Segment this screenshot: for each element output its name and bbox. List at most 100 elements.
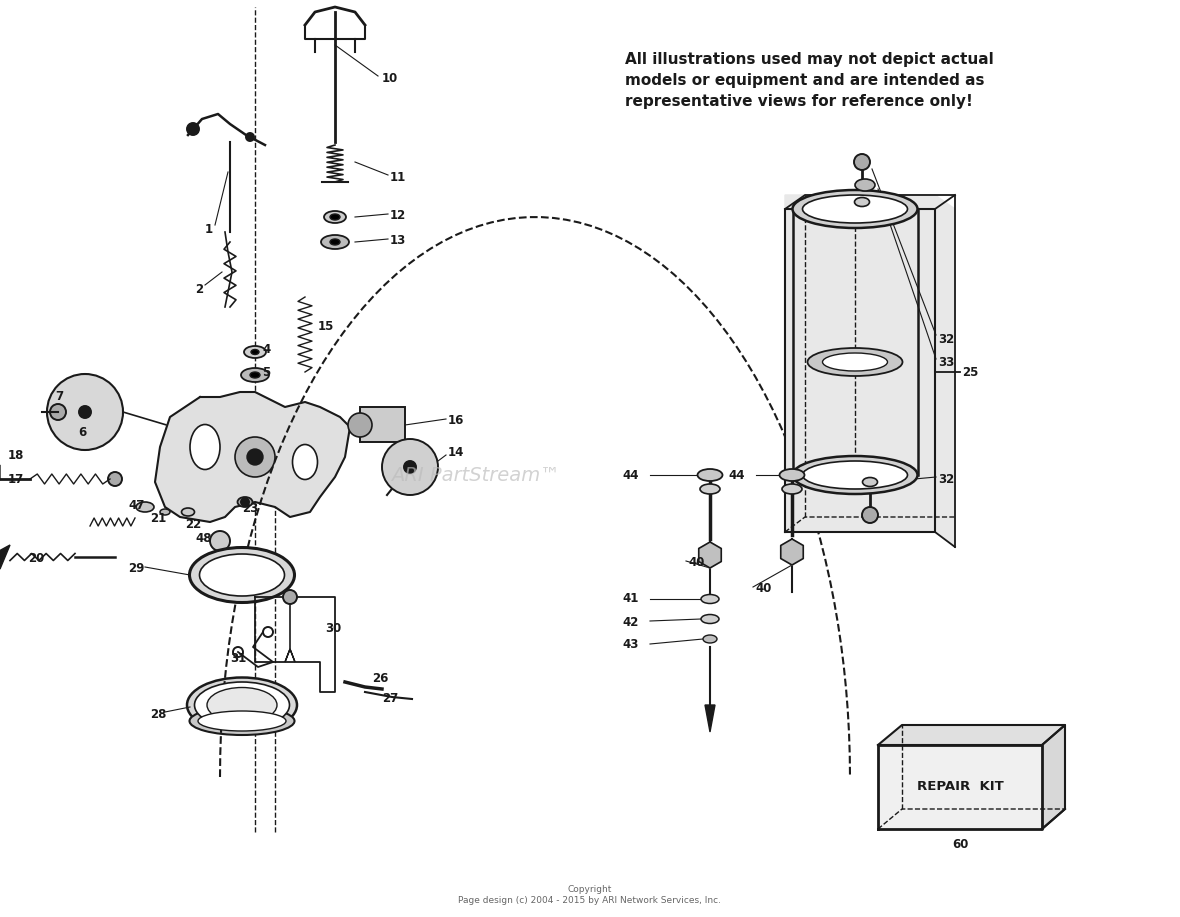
Text: 27: 27 xyxy=(382,692,398,705)
Text: 60: 60 xyxy=(952,838,968,852)
Ellipse shape xyxy=(802,195,907,223)
Ellipse shape xyxy=(199,554,284,596)
Ellipse shape xyxy=(244,346,266,358)
Ellipse shape xyxy=(330,214,340,220)
Circle shape xyxy=(47,374,123,450)
Ellipse shape xyxy=(802,461,907,489)
Text: 40: 40 xyxy=(755,582,772,595)
Ellipse shape xyxy=(324,211,346,223)
Polygon shape xyxy=(781,539,804,565)
Text: 44: 44 xyxy=(622,469,638,481)
Text: 26: 26 xyxy=(372,672,388,686)
Circle shape xyxy=(186,123,199,135)
Text: 2: 2 xyxy=(195,282,203,295)
Polygon shape xyxy=(1042,725,1066,829)
Text: REPAIR  KIT: REPAIR KIT xyxy=(917,780,1003,793)
Circle shape xyxy=(245,133,254,141)
Bar xyxy=(360,407,405,442)
Ellipse shape xyxy=(195,682,289,728)
Ellipse shape xyxy=(697,469,722,481)
Ellipse shape xyxy=(703,635,717,643)
Ellipse shape xyxy=(186,678,297,733)
Text: 4: 4 xyxy=(262,343,270,356)
Ellipse shape xyxy=(251,349,258,355)
Ellipse shape xyxy=(863,478,878,487)
Circle shape xyxy=(109,472,122,486)
Text: 22: 22 xyxy=(185,518,202,532)
Text: 6: 6 xyxy=(78,425,86,438)
Text: 33: 33 xyxy=(938,356,955,369)
Ellipse shape xyxy=(780,469,805,481)
Text: 44: 44 xyxy=(728,469,745,481)
Text: 11: 11 xyxy=(391,171,406,183)
Polygon shape xyxy=(155,392,350,522)
Polygon shape xyxy=(0,545,9,569)
Polygon shape xyxy=(878,725,1066,745)
Circle shape xyxy=(247,449,263,465)
Ellipse shape xyxy=(206,688,277,723)
Text: 15: 15 xyxy=(317,321,334,334)
Text: 32: 32 xyxy=(938,472,955,485)
Ellipse shape xyxy=(250,372,260,378)
Ellipse shape xyxy=(190,707,295,735)
Circle shape xyxy=(382,439,438,495)
Circle shape xyxy=(863,507,878,523)
Circle shape xyxy=(210,531,230,551)
Text: All illustrations used may not depict actual
models or equipment and are intende: All illustrations used may not depict ac… xyxy=(625,52,994,109)
Ellipse shape xyxy=(237,497,253,507)
Text: 23: 23 xyxy=(242,503,258,515)
Ellipse shape xyxy=(190,547,295,602)
Text: 48: 48 xyxy=(195,533,211,546)
Polygon shape xyxy=(785,195,955,547)
Text: 40: 40 xyxy=(688,556,704,569)
Text: 25: 25 xyxy=(962,366,978,379)
Ellipse shape xyxy=(160,509,170,515)
Text: 10: 10 xyxy=(382,72,398,85)
Ellipse shape xyxy=(793,456,918,494)
Text: 7: 7 xyxy=(55,391,63,403)
Text: 20: 20 xyxy=(28,553,45,566)
Circle shape xyxy=(348,413,372,437)
Ellipse shape xyxy=(701,614,719,624)
Ellipse shape xyxy=(782,484,802,494)
Text: 13: 13 xyxy=(391,234,406,247)
Text: 29: 29 xyxy=(127,562,144,576)
Ellipse shape xyxy=(136,502,155,512)
Circle shape xyxy=(283,590,297,604)
Polygon shape xyxy=(704,705,715,732)
Ellipse shape xyxy=(321,235,349,249)
Text: 30: 30 xyxy=(324,623,341,635)
Polygon shape xyxy=(699,542,721,568)
Text: 17: 17 xyxy=(8,472,25,485)
Text: 12: 12 xyxy=(391,208,406,222)
Circle shape xyxy=(241,498,249,506)
Ellipse shape xyxy=(807,348,903,376)
Text: ARI PartStream™: ARI PartStream™ xyxy=(391,466,559,484)
Text: 18: 18 xyxy=(8,448,25,461)
Ellipse shape xyxy=(198,711,286,731)
Circle shape xyxy=(854,154,870,170)
Ellipse shape xyxy=(854,197,870,206)
Text: 21: 21 xyxy=(150,513,166,525)
Ellipse shape xyxy=(190,425,219,470)
Text: 28: 28 xyxy=(150,709,166,722)
Ellipse shape xyxy=(701,594,719,603)
Text: 14: 14 xyxy=(448,446,465,458)
Polygon shape xyxy=(878,745,1042,829)
Ellipse shape xyxy=(241,368,269,382)
Text: 5: 5 xyxy=(262,367,270,380)
Ellipse shape xyxy=(293,445,317,480)
Polygon shape xyxy=(286,649,295,662)
Ellipse shape xyxy=(330,239,340,245)
Text: 42: 42 xyxy=(622,615,638,628)
Ellipse shape xyxy=(793,190,918,228)
Ellipse shape xyxy=(856,179,876,191)
Text: 41: 41 xyxy=(622,592,638,605)
Text: 47: 47 xyxy=(127,499,144,512)
Circle shape xyxy=(404,461,417,473)
Ellipse shape xyxy=(182,508,195,516)
Ellipse shape xyxy=(822,353,887,371)
Text: 1: 1 xyxy=(205,223,214,236)
Text: Copyright
Page design (c) 2004 - 2015 by ARI Network Services, Inc.: Copyright Page design (c) 2004 - 2015 by… xyxy=(459,885,721,905)
Text: 16: 16 xyxy=(448,414,465,426)
